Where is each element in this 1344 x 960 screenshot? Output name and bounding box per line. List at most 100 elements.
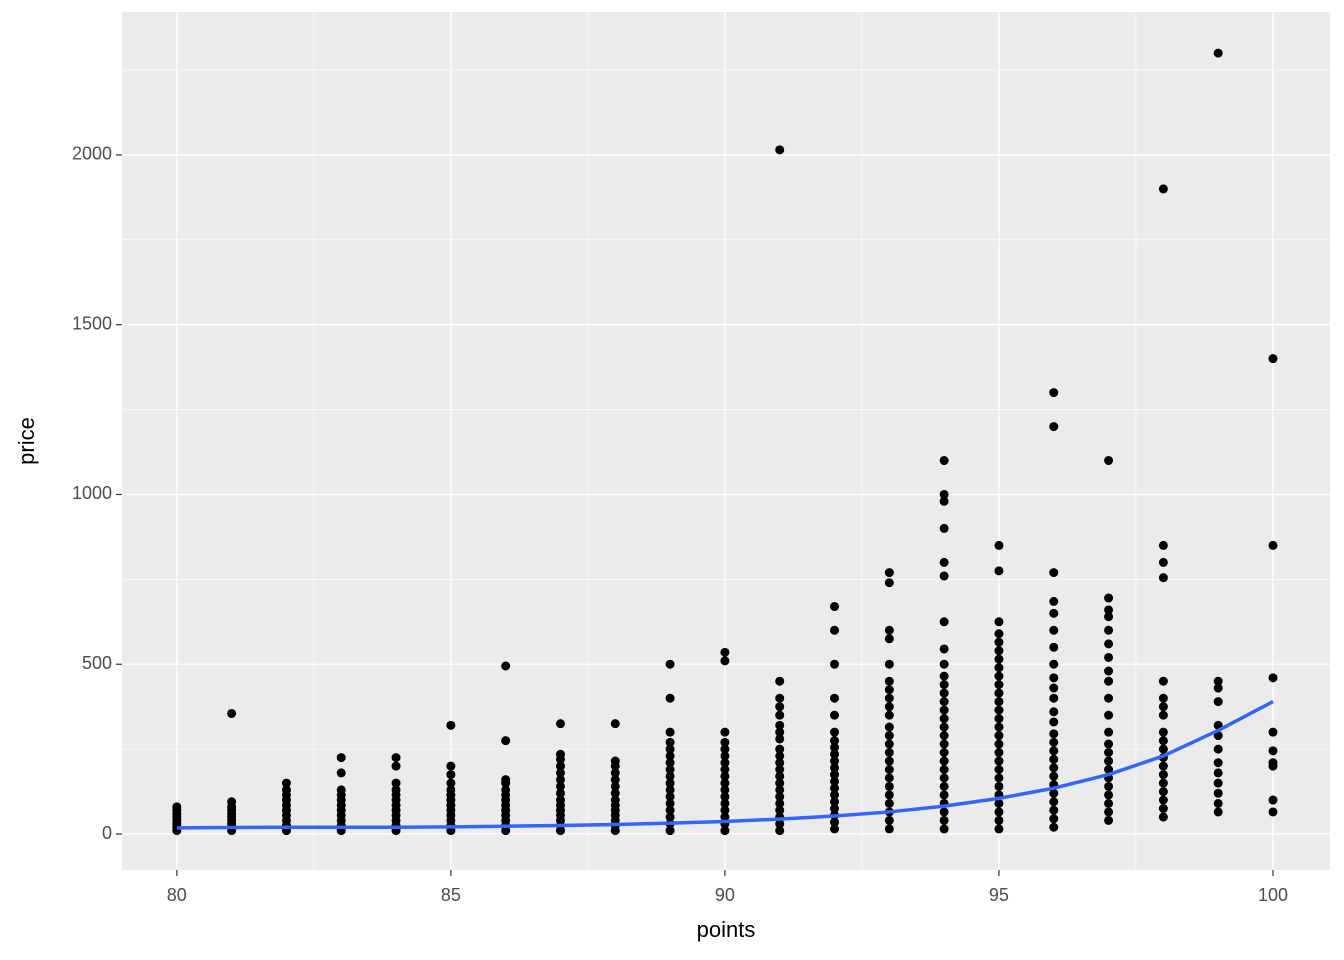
point (1104, 748, 1114, 758)
point (1268, 807, 1278, 817)
point (939, 697, 949, 707)
point (884, 731, 894, 741)
point (336, 768, 346, 778)
point (1049, 788, 1059, 798)
point (720, 812, 730, 822)
x-tick-label: 100 (1258, 885, 1288, 905)
point (775, 744, 785, 754)
point (830, 790, 840, 800)
point (939, 456, 949, 466)
point (884, 790, 894, 800)
point (1158, 795, 1168, 805)
point (994, 764, 1004, 774)
point (555, 781, 565, 791)
point (720, 727, 730, 737)
point (884, 798, 894, 808)
point (884, 710, 894, 720)
point (994, 705, 1004, 715)
point (1213, 758, 1223, 768)
point (994, 773, 1004, 783)
point (610, 795, 620, 805)
point (775, 778, 785, 788)
point (1049, 754, 1059, 764)
point (1049, 717, 1059, 727)
point (1104, 710, 1114, 720)
point (1049, 388, 1059, 398)
point (775, 720, 785, 730)
point (610, 768, 620, 778)
point (939, 659, 949, 669)
point (1049, 683, 1059, 693)
point (501, 661, 511, 671)
point (775, 734, 785, 744)
point (336, 785, 346, 795)
point (720, 798, 730, 808)
point (665, 744, 675, 754)
point (830, 783, 840, 793)
point (939, 764, 949, 774)
point (830, 817, 840, 827)
point (884, 764, 894, 774)
point (1213, 768, 1223, 778)
point (994, 714, 1004, 724)
point (775, 710, 785, 720)
point (1104, 693, 1114, 703)
point (720, 647, 730, 657)
point (830, 742, 840, 752)
point (775, 792, 785, 802)
point (884, 625, 894, 635)
point (830, 727, 840, 737)
point (1049, 771, 1059, 781)
point (939, 731, 949, 741)
point (775, 145, 785, 155)
point (994, 815, 1004, 825)
point (1049, 797, 1059, 807)
y-axis-title: price (14, 417, 39, 465)
y-tick-label: 500 (82, 653, 112, 673)
point (336, 753, 346, 763)
point (775, 771, 785, 781)
point (1268, 746, 1278, 756)
point (830, 804, 840, 814)
point (665, 693, 675, 703)
point (994, 566, 1004, 576)
point (1158, 804, 1168, 814)
point (775, 676, 785, 686)
point (1049, 568, 1059, 578)
point (994, 637, 1004, 647)
point (1104, 739, 1114, 749)
point (939, 739, 949, 749)
point (1049, 805, 1059, 815)
point (720, 805, 730, 815)
point (939, 705, 949, 715)
point (281, 785, 291, 795)
point (994, 756, 1004, 766)
point (1158, 778, 1168, 788)
point (610, 781, 620, 791)
y-tick-label: 0 (102, 823, 112, 843)
point (994, 688, 1004, 698)
point (172, 802, 182, 812)
point (1049, 729, 1059, 739)
point (775, 785, 785, 795)
y-tick-label: 1000 (72, 483, 112, 503)
point (775, 751, 785, 761)
point (939, 571, 949, 581)
point (884, 739, 894, 749)
point (555, 749, 565, 759)
point (1049, 737, 1059, 747)
point (1104, 652, 1114, 662)
point (939, 756, 949, 766)
point (665, 826, 675, 836)
point (501, 775, 511, 785)
point (884, 685, 894, 695)
point (555, 768, 565, 778)
point (994, 617, 1004, 627)
point (1158, 573, 1168, 583)
point (1213, 788, 1223, 798)
point (720, 737, 730, 747)
point (665, 751, 675, 761)
point (1049, 608, 1059, 618)
